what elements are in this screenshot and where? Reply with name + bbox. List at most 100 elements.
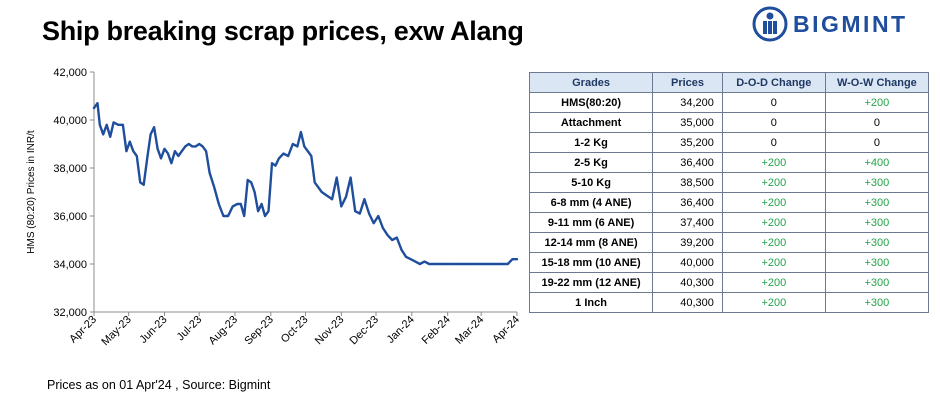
- data-point: [428, 263, 431, 265]
- price-line-chart: 32,000 34,000 36,000 38,000 40,000 42,000 Apr-…: [26, 67, 522, 348]
- data-point: [345, 196, 347, 198]
- data-point: [132, 150, 135, 152]
- price-cell: 34,200: [652, 92, 723, 113]
- data-point: [396, 236, 398, 239]
- data-point: [136, 155, 138, 157]
- data-point: [227, 215, 229, 217]
- data-point: [382, 227, 384, 229]
- data-point: [331, 198, 333, 200]
- y-tick-label: 38,000: [53, 163, 87, 175]
- price-cell: 35,200: [652, 132, 723, 153]
- price-cell: 37,400: [652, 212, 723, 233]
- table-header-row: Grades Prices D-O-D Change W-O-W Change: [528, 72, 930, 93]
- data-point: [96, 102, 99, 104]
- table-row: 6-8 mm (4 ANE) 36,400 +200 +300: [528, 192, 930, 213]
- data-point: [502, 263, 504, 265]
- data-point: [146, 157, 148, 160]
- header-grades: Grades: [528, 72, 654, 93]
- data-point: [516, 258, 518, 260]
- data-point: [433, 263, 435, 265]
- data-point: [368, 212, 370, 215]
- price-cell: 35,000: [652, 112, 723, 133]
- data-point: [292, 143, 294, 145]
- data-point: [391, 239, 394, 241]
- data-point: [456, 263, 458, 265]
- price-cell: 36,400: [652, 152, 723, 173]
- data-point: [99, 124, 101, 126]
- table-row: HMS(80:20) 34,200 0 +200: [528, 92, 930, 113]
- wow-change-cell: +400: [824, 152, 930, 173]
- data-point: [400, 248, 403, 251]
- table-row: 12-14 mm (8 ANE) 39,200 +200 +300: [528, 232, 930, 253]
- data-point: [423, 260, 426, 263]
- data-point: [419, 263, 421, 265]
- data-point: [105, 124, 108, 126]
- data-point: [125, 150, 128, 152]
- wow-change-cell: +300: [824, 172, 930, 193]
- data-point: [446, 263, 449, 265]
- data-point: [359, 212, 361, 215]
- dod-change-cell: 0: [721, 92, 826, 113]
- table-row: 15-18 mm (10 ANE) 40,000 +200 +300: [528, 252, 930, 273]
- price-series-line: [92, 102, 519, 266]
- data-point: [257, 210, 259, 212]
- data-point: [274, 164, 277, 167]
- y-axis-title: HMS (80:20) Prices in INR/t: [26, 130, 37, 254]
- data-point: [460, 263, 463, 265]
- dod-change-cell: 0: [721, 112, 826, 133]
- data-point: [282, 152, 285, 155]
- data-point: [181, 150, 183, 152]
- brand-name: BIGMINT: [793, 11, 908, 37]
- data-point: [320, 191, 323, 193]
- data-point: [287, 155, 290, 157]
- data-point: [260, 203, 263, 205]
- data-point: [160, 157, 162, 160]
- data-point: [149, 133, 152, 136]
- wow-change-cell: +300: [824, 252, 930, 273]
- x-tick-label: Jul-23: [175, 314, 205, 344]
- data-point: [194, 145, 197, 148]
- data-point: [479, 263, 481, 265]
- data-point: [153, 126, 155, 128]
- data-point: [198, 143, 200, 145]
- data-point: [264, 215, 266, 217]
- wow-change-cell: +300: [824, 292, 930, 313]
- data-point: [246, 179, 249, 181]
- table-row: 1 Inch 40,300 +200 +300: [528, 292, 930, 313]
- grade-cell: HMS(80:20): [528, 92, 654, 113]
- x-tick-label: Jan-24: [385, 314, 417, 346]
- wow-change-cell: +300: [824, 212, 930, 233]
- y-tick-label: 36,000: [53, 211, 87, 223]
- x-tick-label: Mar-24: [453, 314, 486, 347]
- x-tick-label: Aug-23: [207, 314, 241, 348]
- table-row: 5-10 Kg 38,500 +200 +300: [528, 172, 930, 193]
- data-point: [465, 263, 467, 265]
- data-point: [231, 205, 234, 208]
- data-point: [117, 124, 120, 126]
- dod-change-cell: +200: [721, 232, 826, 253]
- data-point: [218, 203, 220, 205]
- y-tick-label: 40,000: [53, 115, 87, 127]
- y-tick-label: 34,000: [53, 259, 87, 271]
- dod-change-cell: +200: [721, 292, 826, 313]
- dod-change-cell: +200: [721, 172, 826, 193]
- data-point: [335, 176, 338, 179]
- data-point: [349, 176, 352, 179]
- data-point: [488, 263, 491, 265]
- price-cell: 40,300: [652, 292, 723, 313]
- data-point: [208, 172, 211, 174]
- data-point: [324, 193, 326, 196]
- data-point: [191, 145, 193, 148]
- chart-title: Ship breaking scrap prices, exw Alang: [42, 16, 524, 46]
- data-point: [483, 263, 486, 265]
- wow-change-cell: 0: [824, 132, 930, 153]
- table-row: 19-22 mm (12 ANE) 40,300 +200 +300: [528, 272, 930, 293]
- grade-cell: 6-8 mm (4 ANE): [528, 192, 654, 213]
- header-dod-change: D-O-D Change: [721, 72, 826, 93]
- price-table: Grades Prices D-O-D Change W-O-W Change …: [528, 72, 930, 313]
- data-point: [414, 260, 417, 263]
- data-point: [236, 203, 239, 205]
- data-point: [139, 181, 141, 184]
- brand-logo: BIGMINT: [752, 6, 932, 42]
- data-point: [243, 215, 245, 217]
